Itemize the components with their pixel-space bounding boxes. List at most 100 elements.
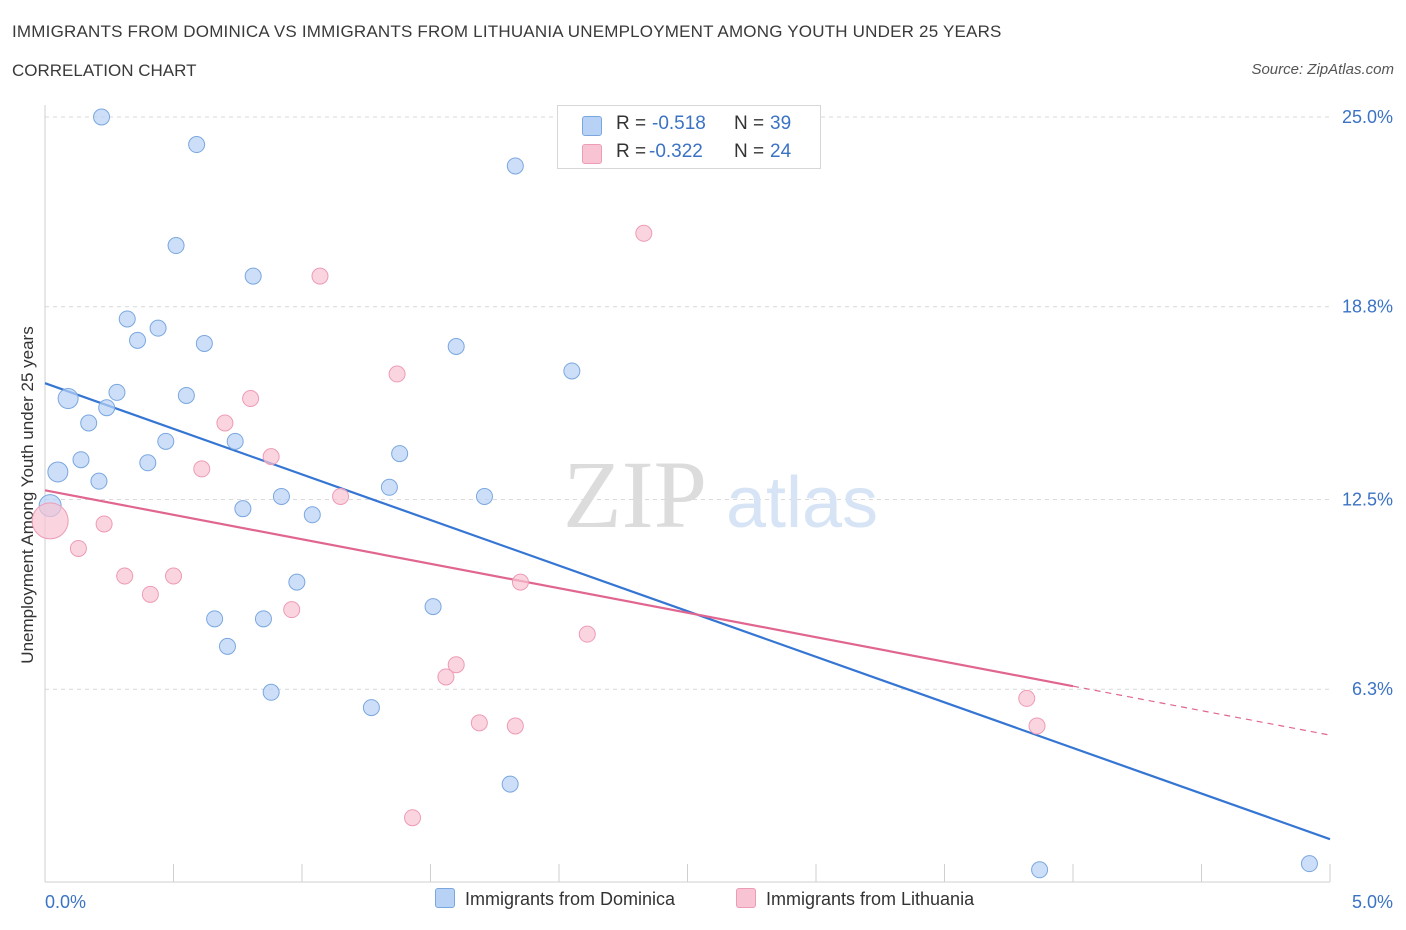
- x-tick-label: 5.0%: [1352, 892, 1393, 912]
- data-point: [31, 502, 69, 540]
- series-lithuania-points: [31, 224, 1046, 827]
- y-tick-label: 12.5%: [1342, 490, 1393, 510]
- data-point: [95, 515, 113, 533]
- data-point: [283, 601, 301, 619]
- data-point: [234, 500, 252, 518]
- data-point: [447, 656, 465, 674]
- legend-swatch-dominica: [582, 116, 602, 136]
- legend-n-value: 39: [770, 113, 792, 134]
- data-point: [116, 567, 134, 585]
- data-point: [506, 157, 524, 175]
- data-point: [303, 506, 321, 524]
- data-point: [475, 487, 493, 505]
- data-point: [118, 310, 136, 328]
- bottom-legend-swatch-lithuania: [736, 888, 756, 908]
- data-point: [80, 414, 98, 432]
- data-point: [362, 699, 380, 717]
- data-point: [93, 108, 111, 126]
- zipatlas-watermark: ZIP atlas: [563, 441, 878, 548]
- data-point: [226, 432, 244, 450]
- data-point: [1018, 689, 1036, 707]
- watermark-atlas: atlas: [726, 463, 878, 543]
- data-point: [332, 487, 350, 505]
- data-point: [447, 338, 465, 355]
- bottom-legend-dominica: Immigrants from Dominica: [435, 888, 675, 910]
- legend-swatch-lithuania: [582, 144, 602, 164]
- legend-r-label: R =: [616, 141, 647, 162]
- data-point: [437, 668, 455, 686]
- bottom-legend-lithuania: Immigrants from Lithuania: [736, 888, 974, 910]
- data-point: [272, 487, 290, 505]
- data-point: [90, 472, 108, 490]
- source-credit: Source: ZipAtlas.com: [1251, 61, 1394, 78]
- legend-r-label: R =: [616, 113, 647, 134]
- data-point: [424, 598, 442, 616]
- trend-line-dominica: [44, 382, 1331, 841]
- data-point: [501, 775, 519, 793]
- trend-lines: [44, 382, 1331, 841]
- data-point: [511, 573, 529, 591]
- bottom-legend-label-dominica: Immigrants from Dominica: [465, 889, 676, 909]
- trend-line-extension-lithuania: [1072, 685, 1331, 736]
- chart-title: IMMIGRANTS FROM DOMINICA VS IMMIGRANTS F…: [12, 22, 1002, 41]
- bottom-legend-swatch-dominica: [435, 888, 455, 908]
- data-point: [391, 445, 409, 463]
- data-point: [139, 454, 157, 472]
- data-point: [1300, 855, 1318, 873]
- legend-n-label: N =: [734, 113, 765, 134]
- legend-n-value: 24: [770, 141, 792, 162]
- legend-r-value: -0.518: [652, 113, 706, 134]
- data-point: [635, 224, 653, 242]
- data-point: [216, 414, 234, 432]
- data-point: [262, 448, 280, 466]
- grid-lines: [45, 116, 1330, 690]
- data-point: [206, 610, 224, 628]
- data-point: [157, 432, 175, 450]
- data-point: [380, 478, 398, 496]
- trend-line-lithuania: [44, 489, 1074, 688]
- x-tick-label: 0.0%: [45, 892, 86, 912]
- data-point: [177, 386, 195, 404]
- data-point: [69, 539, 87, 557]
- data-point: [388, 365, 406, 383]
- data-point: [57, 388, 79, 410]
- data-point: [563, 362, 581, 380]
- data-point: [244, 267, 262, 285]
- data-points: [31, 108, 1318, 879]
- chart-subtitle: CORRELATION CHART: [12, 61, 197, 80]
- data-point: [141, 585, 159, 603]
- data-point: [262, 683, 280, 701]
- data-point: [165, 567, 182, 585]
- y-tick-label: 6.3%: [1352, 679, 1393, 699]
- legend-n-label: N =: [734, 141, 765, 162]
- data-point: [506, 717, 524, 735]
- bottom-legend-label-lithuania: Immigrants from Lithuania: [766, 889, 975, 909]
- data-point: [218, 637, 236, 655]
- data-point: [188, 136, 206, 154]
- data-point: [1028, 717, 1046, 735]
- y-tick-label: 25.0%: [1342, 107, 1393, 127]
- legend-r-value: -0.322: [649, 141, 703, 162]
- data-point: [47, 461, 69, 483]
- data-point: [167, 237, 185, 255]
- stats-legend: R = -0.518 N = 39 R = -0.322 N = 24: [557, 105, 821, 169]
- watermark-zip: ZIP: [563, 441, 707, 548]
- data-point: [404, 809, 422, 827]
- data-point: [149, 319, 167, 337]
- axes: [44, 105, 1331, 883]
- tick-labels: 6.3% 12.5% 18.8% 25.0% 0.0% 5.0%: [45, 107, 1393, 912]
- data-point: [195, 334, 213, 352]
- data-point: [470, 714, 488, 732]
- data-point: [129, 331, 147, 349]
- data-point: [288, 573, 306, 591]
- series-dominica-points: [38, 108, 1318, 879]
- data-point: [1031, 861, 1049, 879]
- data-point: [98, 399, 116, 417]
- data-point: [578, 625, 596, 643]
- data-point: [254, 610, 272, 628]
- data-point: [311, 267, 329, 285]
- data-point: [193, 460, 211, 478]
- data-point: [242, 390, 260, 408]
- data-point: [108, 383, 126, 401]
